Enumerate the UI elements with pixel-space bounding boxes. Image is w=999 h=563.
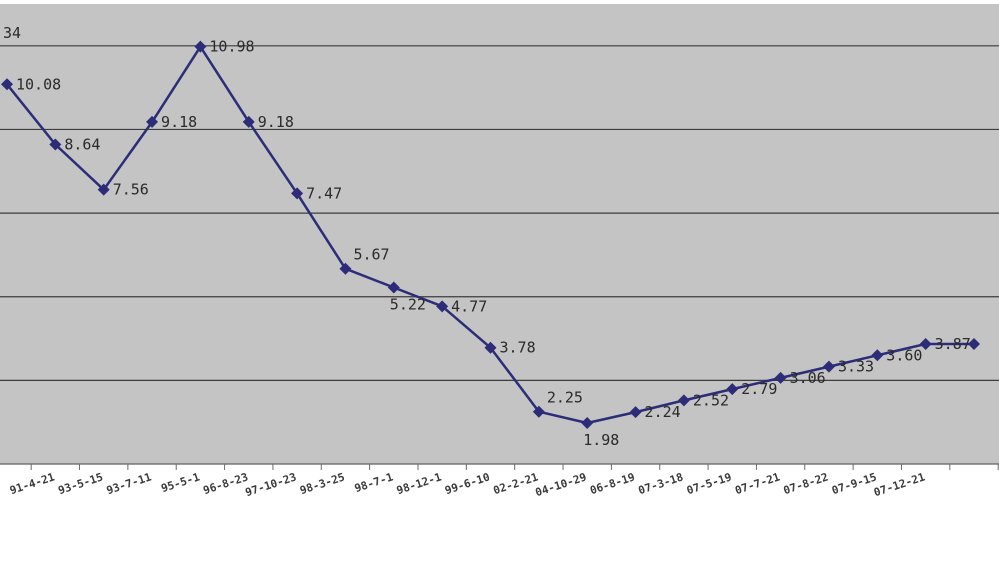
- data-label: 9.18: [161, 113, 197, 131]
- x-tick-label: 07-8-22: [782, 470, 830, 497]
- x-tick-label: 98-3-25: [298, 470, 346, 497]
- x-tick-label: 07-5-19: [685, 470, 733, 497]
- x-tick-label: 97-10-23: [244, 470, 298, 499]
- data-label: 4.77: [451, 297, 487, 315]
- x-tick-label: 93-7-11: [105, 470, 153, 497]
- data-label: 10.98: [209, 38, 254, 56]
- x-tick-label: 07-3-18: [637, 470, 685, 497]
- x-tick-label: 91-4-21: [8, 470, 56, 497]
- x-tick-label: 02-2-21: [492, 470, 540, 497]
- x-tick-label: 96-8-23: [202, 470, 250, 497]
- data-label: 2.52: [693, 391, 729, 409]
- x-tick-label: 07-12-21: [872, 470, 927, 499]
- data-label: 3.06: [790, 369, 826, 387]
- data-point-marker: [774, 371, 787, 384]
- data-label: 3.87: [935, 335, 971, 353]
- data-label: 2.79: [741, 380, 777, 398]
- data-point-marker: [726, 383, 739, 396]
- data-point-marker: [677, 394, 690, 407]
- x-tick-label: 07-7-21: [733, 470, 781, 497]
- data-point-marker: [822, 360, 835, 373]
- data-label: 7.47: [306, 184, 342, 202]
- x-tick-label: 06-8-19: [588, 470, 636, 497]
- data-point-marker: [436, 300, 449, 313]
- data-label: 7.56: [113, 181, 149, 199]
- data-label: 2.25: [547, 389, 583, 407]
- data-point-marker: [291, 187, 304, 200]
- data-point-marker: [339, 262, 352, 275]
- data-label: 1.98: [583, 431, 619, 449]
- data-point-marker: [1, 78, 13, 91]
- x-tick-label: 95-5-1: [160, 470, 202, 495]
- data-label: 3.78: [500, 339, 536, 357]
- x-tick-label: 04-10-29: [534, 470, 588, 499]
- data-point-marker: [484, 341, 497, 354]
- data-point-marker: [629, 406, 642, 419]
- data-point-marker: [581, 417, 594, 430]
- data-label: 10.08: [16, 75, 61, 93]
- data-point-marker: [242, 115, 255, 128]
- data-label: 5.67: [353, 246, 389, 264]
- data-point-marker: [49, 138, 62, 151]
- data-point-marker: [194, 40, 207, 53]
- x-tick-label: 99-6-10: [443, 470, 491, 497]
- x-tick-label: 98-12-1: [395, 470, 443, 497]
- data-label: 3.33: [838, 358, 874, 376]
- data-label: 2.24: [645, 403, 681, 421]
- data-point-marker: [146, 115, 159, 128]
- x-tick-label: 93-5-15: [57, 470, 105, 497]
- data-point-marker: [871, 349, 884, 362]
- data-point-marker: [97, 183, 110, 196]
- data-label: 8.64: [64, 136, 100, 154]
- data-point-marker: [919, 337, 932, 350]
- x-tick-label: 98-7-1: [353, 470, 395, 495]
- plot-area: [0, 4, 999, 464]
- data-markers: [1, 40, 980, 430]
- data-point-marker: [387, 281, 400, 294]
- data-point-marker: [532, 405, 545, 418]
- data-point-marker: [968, 337, 980, 350]
- data-label: 9.18: [258, 113, 294, 131]
- x-tick-label: 07-9-15: [830, 470, 878, 497]
- data-labels: 10.08 8.64 7.56 9.18 10.98 9.18 7.47 5.67 5.22 4.…: [16, 38, 971, 449]
- x-axis-ticks: 91-4-21 93-5-15 93-7-11 95-5-1 96-8-2397-10-…: [8, 464, 999, 499]
- partial-data-label: 34: [3, 24, 21, 42]
- data-label: 5.22: [390, 296, 426, 314]
- data-label: 3.60: [886, 346, 922, 364]
